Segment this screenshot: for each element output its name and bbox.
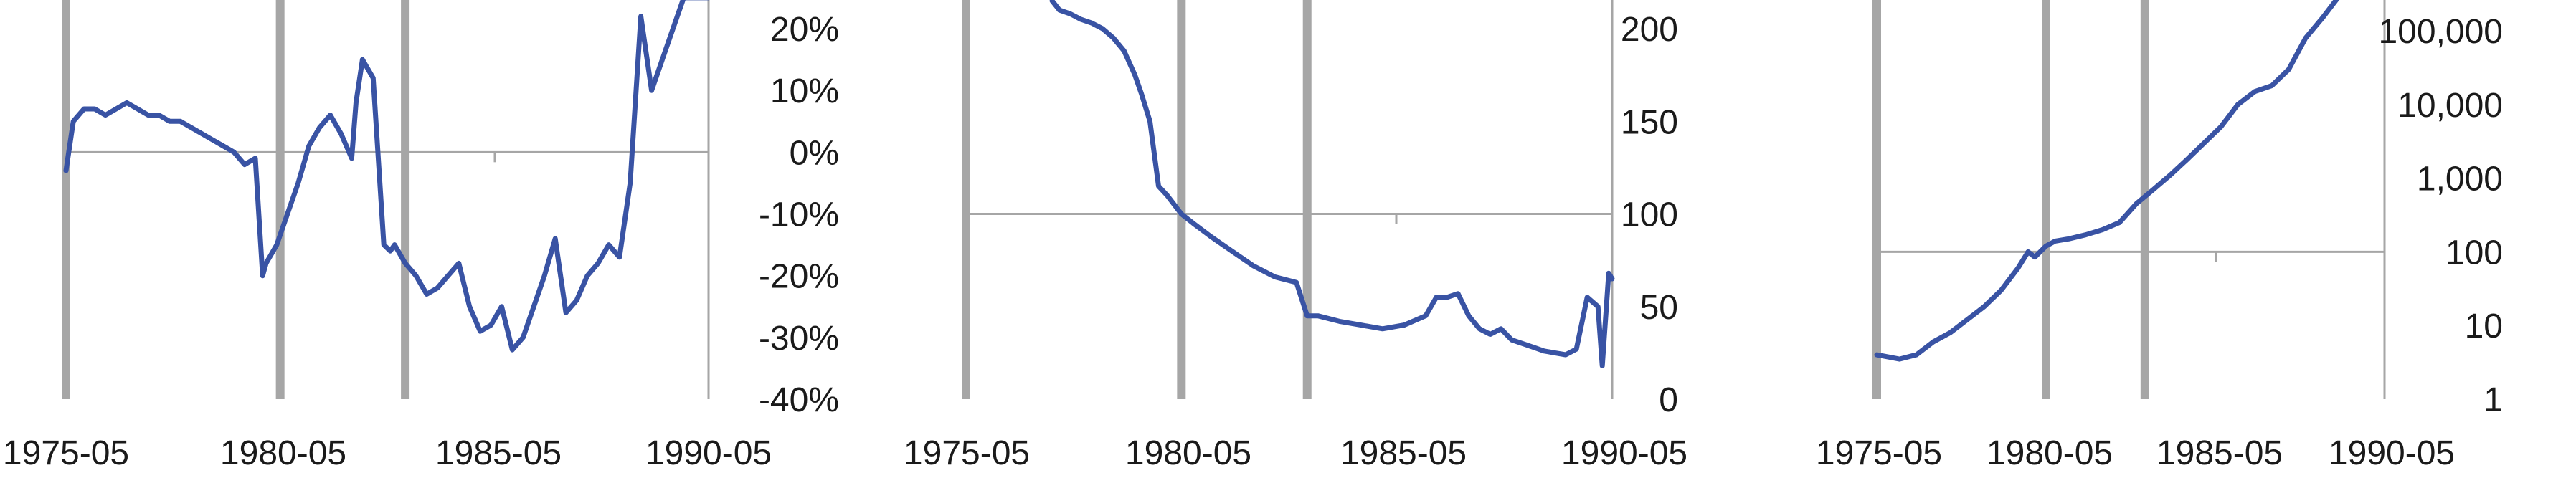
x-tick-label: 1980-05 — [220, 434, 346, 472]
x-tick-label: 1980-05 — [1987, 434, 2113, 472]
chart-2: 200 150 100 50 0 1975-05 1980-05 1985-05 1990-05 — [904, 0, 1687, 472]
y-tick-label: 20% — [770, 11, 839, 49]
x-tick-label: 1980-05 — [1125, 434, 1251, 472]
y-tick-label: 1,000 — [2417, 161, 2503, 199]
y-tick-label: 10 — [2465, 307, 2503, 345]
y-tick-label: 100 — [2445, 234, 2503, 272]
x-tick-label: 1975-05 — [1816, 434, 1942, 472]
y-tick-label: 0% — [790, 134, 839, 172]
x-tick-label: 1975-05 — [3, 434, 129, 472]
y-tick-label: 1 — [2483, 381, 2503, 419]
y-tick-label: -10% — [759, 196, 839, 234]
series-line-1 — [1049, 0, 1615, 368]
x-tick-label: 1990-05 — [2329, 434, 2455, 472]
y-tick-label: -20% — [759, 258, 839, 296]
y-tick-label: -40% — [759, 381, 839, 419]
y-tick-label: 0 — [1659, 381, 1678, 419]
x-tick-label: 1985-05 — [1340, 434, 1467, 472]
series-line-1 — [63, 0, 710, 353]
y-tick-label: 150 — [1621, 103, 1678, 141]
y-tick-label: 10,000 — [2397, 87, 2503, 125]
y-tick-label: 10% — [770, 72, 839, 110]
y-tick-label: 50 — [1640, 289, 1678, 327]
x-tick-label: 1985-05 — [435, 434, 562, 472]
series-line-1 — [1874, 0, 2340, 362]
chart-3: 100,000 10,000 1,000 100 10 1 1975-05 1980-05 19… — [1816, 0, 2503, 472]
y-tick-label: -30% — [759, 320, 839, 358]
y-tick-label: 100 — [1621, 196, 1678, 234]
chart-1: 20% 10% 0% -10% -20% -30% -40% 1975-05 1980-05 19… — [3, 0, 839, 472]
x-tick-label: 1975-05 — [904, 434, 1030, 472]
x-tick-label: 1990-05 — [1561, 434, 1687, 472]
x-tick-label: 1985-05 — [2156, 434, 2283, 472]
x-tick-label: 1990-05 — [645, 434, 772, 472]
y-tick-label: 100,000 — [2378, 13, 2503, 51]
y-tick-label: 200 — [1621, 11, 1678, 49]
